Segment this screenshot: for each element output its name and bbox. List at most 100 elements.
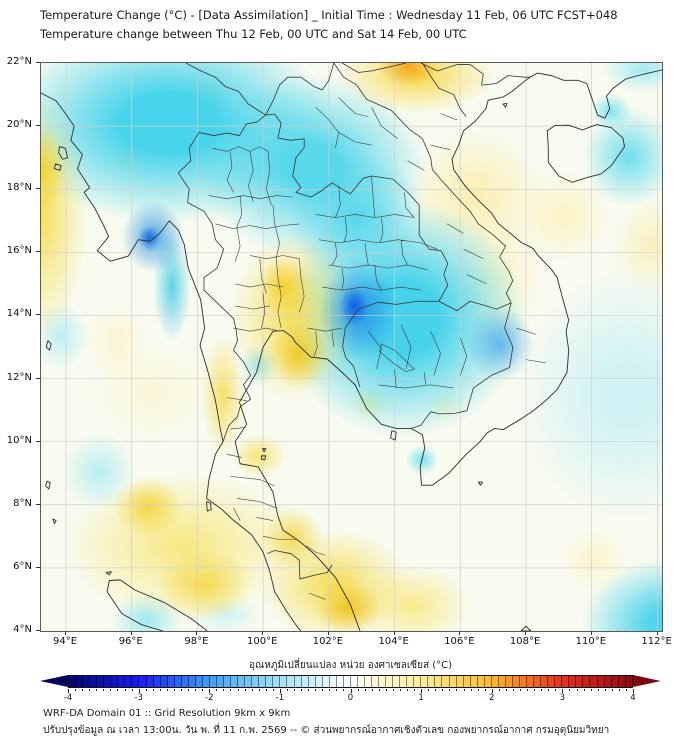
colorbar-minor-tick: [442, 689, 444, 691]
colorbar-segment: [329, 676, 337, 687]
longitude-axis: 94°E 96°E 98°E 100°E 102°E 104°E 106°E 108°E 110…: [40, 631, 672, 653]
colorbar-minor-tick: [633, 689, 634, 693]
colorbar-minor-tick: [527, 689, 529, 691]
colorbar-minor-tick: [117, 689, 119, 691]
colorbar-minor-tick: [96, 689, 98, 691]
colorbar-minor-tick: [286, 689, 288, 691]
colorbar-segment: [252, 676, 260, 687]
colorbar-minor-tick: [512, 689, 514, 691]
colorbar-minor-tick: [470, 689, 472, 691]
colorbar-segment: [625, 676, 632, 687]
colorbar-segment: [364, 676, 373, 687]
colorbar-tick-label: -4: [63, 693, 73, 703]
lat-tick-mark: [36, 188, 40, 190]
colorbar-tick-label: 2: [489, 693, 495, 703]
colorbar-segment: [421, 676, 429, 687]
colorbar-segment: [400, 676, 408, 687]
colorbar-minor-tick: [124, 689, 126, 691]
colorbar-minor-tick: [414, 689, 416, 691]
colorbar-segment: [160, 676, 168, 687]
colorbar-minor-tick: [505, 689, 507, 691]
colorbar-minor-tick: [251, 689, 253, 691]
colorbar-segment: [393, 676, 401, 687]
colorbar-segment: [548, 676, 556, 687]
colorbar-segment: [174, 676, 182, 687]
colorbar-segment: [287, 676, 295, 687]
colorbar-segment: [428, 676, 436, 687]
colorbar-minor-tick: [244, 689, 246, 691]
lon-tick-label: 112°E: [641, 636, 672, 647]
colorbar-segment: [111, 676, 119, 687]
colorbar-segment: [484, 676, 492, 687]
colorbar-minor-tick: [82, 689, 84, 691]
colorbar-left-arrow: [40, 675, 68, 687]
lon-tick-label: 110°E: [575, 636, 607, 647]
colorbar-minor-tick: [322, 689, 324, 691]
lon-tick-mark: [656, 631, 658, 635]
colorbar-minor-tick: [604, 689, 606, 691]
lat-tick-mark: [36, 251, 40, 253]
colorbar-segment: [181, 676, 189, 687]
colorbar-right-arrow: [633, 675, 661, 687]
colorbar-segment: [576, 676, 584, 687]
colorbar-segment: [442, 676, 450, 687]
colorbar-minor-tick: [449, 689, 451, 691]
colorbar-minor-tick: [329, 689, 331, 691]
colorbar-segment: [76, 676, 84, 687]
colorbar-minor-tick: [583, 689, 585, 691]
colorbar-minor-tick: [576, 689, 578, 691]
temperature-field: [41, 63, 662, 631]
colorbar-segment: [414, 676, 422, 687]
colorbar-segment: [146, 676, 154, 687]
lat-tick-label: 16°N: [6, 245, 32, 257]
coastlines: [41, 70, 662, 631]
colorbar-segment: [611, 676, 619, 687]
colorbar-minor-tick: [89, 689, 91, 691]
colorbar-segment: [541, 676, 549, 687]
colorbar-segment: [280, 676, 288, 687]
colorbar-segment: [308, 676, 316, 687]
lon-tick-label: 106°E: [444, 636, 475, 647]
colorbar-minor-tick: [569, 689, 571, 691]
lat-tick-mark: [36, 440, 40, 442]
colorbar-minor-tick: [272, 689, 274, 691]
page-subtitle: Temperature change between Thu 12 Feb, 0…: [40, 27, 467, 41]
footer-update-info: ปรับปรุงข้อมูล ณ เวลา 13:00น. วัน พ. ที่…: [43, 725, 610, 736]
colorbar-minor-tick: [484, 689, 486, 691]
colorbar-segment: [259, 676, 267, 687]
colorbar-segment: [231, 676, 239, 687]
colorbar-minor-tick: [173, 689, 175, 691]
colorbar-minor-tick: [145, 689, 147, 691]
colorbar-segment: [386, 676, 394, 687]
colorbar-segment: [238, 676, 246, 687]
colorbar-segment: [491, 676, 499, 687]
colorbar-minor-tick: [625, 689, 627, 691]
colorbar-minor-tick: [371, 689, 373, 691]
colorbar-segment: [618, 676, 626, 687]
colorbar-minor-tick: [308, 689, 310, 691]
lon-tick-mark: [262, 631, 264, 635]
lat-tick-label: 10°N: [6, 434, 32, 446]
lat-tick-mark: [36, 125, 40, 127]
colorbar-segment: [520, 676, 528, 687]
colorbar-minor-tick: [357, 689, 359, 691]
colorbar-segment: [104, 676, 112, 687]
colorbar-minor-tick: [562, 689, 564, 693]
lon-tick-mark: [393, 631, 395, 635]
lon-tick-mark: [327, 631, 329, 635]
country-borders: [178, 63, 530, 579]
lat-tick-mark: [36, 314, 40, 316]
colorbar-segment: [97, 676, 105, 687]
latitude-axis: 22°N 20°N 18°N 16°N 14°N 12°N 10°N 8°N 6°N 4°N: [0, 56, 40, 635]
colorbar-minor-tick: [265, 689, 267, 691]
colorbar-minor-tick: [159, 689, 161, 691]
lat-tick-label: 4°N: [13, 623, 32, 635]
colorbar-segment: [315, 676, 323, 687]
lat-tick-label: 8°N: [13, 497, 32, 509]
colorbar-minor-tick: [223, 689, 225, 691]
colorbar-minor-tick: [294, 689, 295, 691]
lon-tick-label: 108°E: [509, 636, 541, 647]
colorbar-minor-tick: [618, 689, 620, 691]
map-plot: [40, 62, 663, 632]
